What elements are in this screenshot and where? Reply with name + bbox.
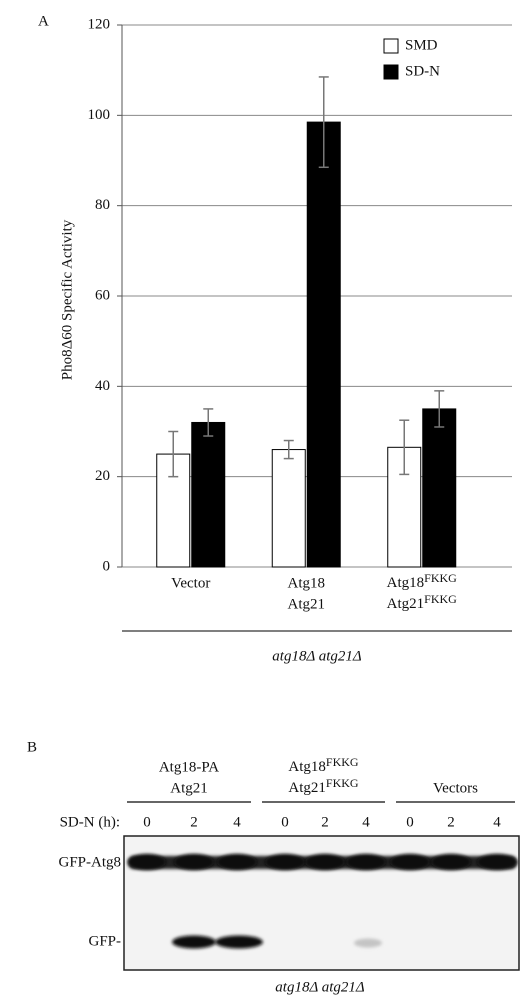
group-label: Vectors [433, 780, 478, 796]
y-tick-label: 100 [88, 107, 111, 123]
panel-label: A [38, 13, 49, 29]
time-label: 0 [406, 814, 414, 830]
x-tick-label-base: Atg21 [387, 596, 425, 612]
panel-label: B [27, 739, 37, 755]
time-label: 4 [493, 814, 501, 830]
blot-image [124, 836, 519, 970]
x-tick-label-sup: FKKG [424, 592, 457, 606]
figure: A B Pho8Δ60 Specific Activity02040608010… [0, 0, 520, 1000]
y-tick-label: 80 [95, 197, 110, 213]
x-tick-label: Atg21FKKG [387, 592, 458, 613]
time-label: 2 [321, 814, 329, 830]
strain-label: atg18Δ atg21Δ [272, 648, 362, 664]
group-label-sup: FKKG [326, 755, 359, 769]
y-axis-label: Pho8Δ60 Specific Activity [59, 219, 75, 380]
group-label: Atg18-PA [159, 759, 219, 775]
band-label: GFP- [88, 933, 121, 949]
bar [272, 450, 305, 567]
x-tick-label: Atg18 [288, 575, 326, 591]
x-tick-label-sup: FKKG [424, 571, 457, 585]
legend-label: SMD [405, 37, 438, 53]
x-tick-label: Atg21 [288, 596, 326, 612]
time-label: 0 [281, 814, 289, 830]
time-header: SD-N (h): [60, 814, 120, 830]
legend-swatch [384, 39, 398, 53]
y-tick-label: 0 [103, 558, 111, 574]
y-tick-label: 40 [95, 378, 110, 394]
group-label-base: Atg18 [288, 759, 326, 775]
legend-swatch [384, 65, 398, 79]
bar [307, 122, 340, 567]
group-label-sup: FKKG [326, 776, 359, 790]
band-label: GFP-Atg8 [58, 854, 121, 870]
x-tick-label: Atg18FKKG [387, 571, 458, 592]
group-label: Atg21FKKG [288, 776, 359, 797]
time-label: 4 [362, 814, 370, 830]
y-tick-label: 120 [88, 16, 111, 32]
legend-label: SD-N [405, 63, 440, 79]
group-label-base: Atg21 [288, 780, 326, 796]
time-label: 2 [190, 814, 198, 830]
group-label: Atg21 [170, 780, 208, 796]
bar [423, 409, 456, 567]
bar [192, 422, 225, 567]
time-label: 4 [233, 814, 241, 830]
group-label: Atg18FKKG [288, 755, 359, 776]
time-label: 2 [447, 814, 455, 830]
x-tick-label: Vector [171, 575, 210, 591]
x-tick-label-base: Atg18 [387, 575, 425, 591]
time-label: 0 [143, 814, 151, 830]
y-tick-label: 60 [95, 287, 110, 303]
strain-label: atg18Δ atg21Δ [275, 979, 365, 995]
y-tick-label: 20 [95, 468, 110, 484]
